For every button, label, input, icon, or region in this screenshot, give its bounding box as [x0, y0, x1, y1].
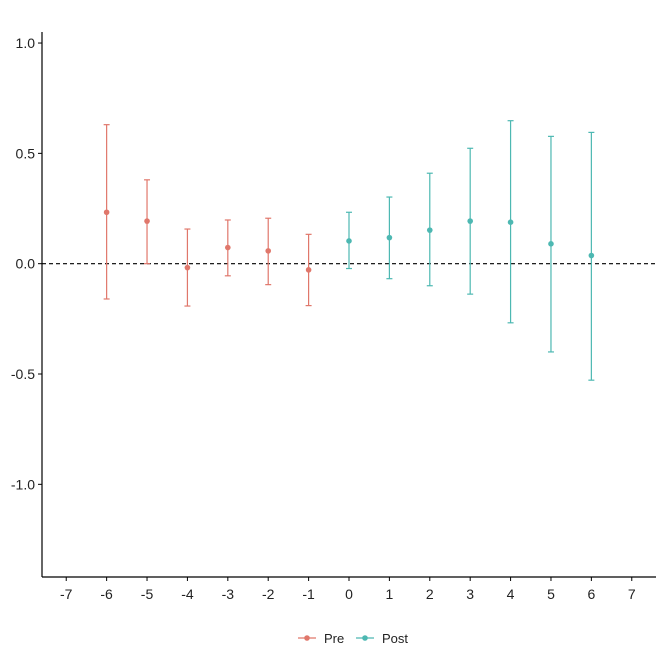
x-tick-label: 3: [466, 586, 474, 602]
x-tick-label: 4: [507, 586, 515, 602]
x-tick-label: 2: [426, 586, 434, 602]
point-estimate: [305, 267, 312, 273]
data-marks: [103, 120, 595, 381]
x-tick-label: 1: [385, 586, 393, 602]
y-tick-label: -0.5: [11, 366, 35, 382]
x-ticks: -7 -6 -5 -4 -3 -2 -1 0 1 2 3 4 5 6 7: [60, 577, 636, 602]
x-tick-label: 7: [628, 586, 636, 602]
y-tick-label: 0.0: [16, 256, 36, 272]
x-tick-label: 5: [547, 586, 555, 602]
x-tick-label: -5: [141, 586, 154, 602]
y-tick-label: -1.0: [11, 476, 35, 492]
x-tick-label: 0: [345, 586, 353, 602]
x-tick-label: -1: [302, 586, 315, 602]
x-tick-label: -7: [60, 586, 73, 602]
point-estimate: [225, 244, 231, 251]
point-estimate: [467, 218, 473, 224]
point-estimate: [386, 234, 393, 241]
y-tick-label: 0.5: [16, 145, 36, 161]
point-estimate: [548, 241, 554, 247]
point-estimate: [144, 218, 150, 224]
x-tick-label: 6: [587, 586, 595, 602]
x-tick-label: -2: [262, 586, 275, 602]
point-estimate: [265, 248, 272, 254]
legend-item-post: Post: [356, 631, 408, 646]
point-estimate: [588, 252, 595, 259]
legend: Pre Post: [298, 631, 408, 646]
point-estimate: [507, 219, 514, 225]
y-ticks: 1.0 0.5 0.0 -0.5 -1.0: [11, 35, 42, 492]
point-estimate: [346, 238, 352, 244]
x-tick-label: -6: [100, 586, 113, 602]
legend-label: Pre: [324, 631, 344, 646]
x-tick-label: -4: [181, 586, 194, 602]
series-pre: [103, 124, 312, 307]
y-tick-label: 1.0: [16, 35, 36, 51]
legend-point-swatch: [304, 635, 310, 641]
point-estimate: [184, 264, 191, 271]
legend-item-pre: Pre: [298, 631, 344, 646]
axes: [41, 32, 656, 578]
series-post: [346, 120, 595, 381]
legend-point-swatch: [362, 635, 368, 641]
legend-label: Post: [382, 631, 408, 646]
x-tick-label: -3: [222, 586, 235, 602]
point-estimate: [426, 227, 433, 233]
point-estimate: [103, 209, 110, 216]
